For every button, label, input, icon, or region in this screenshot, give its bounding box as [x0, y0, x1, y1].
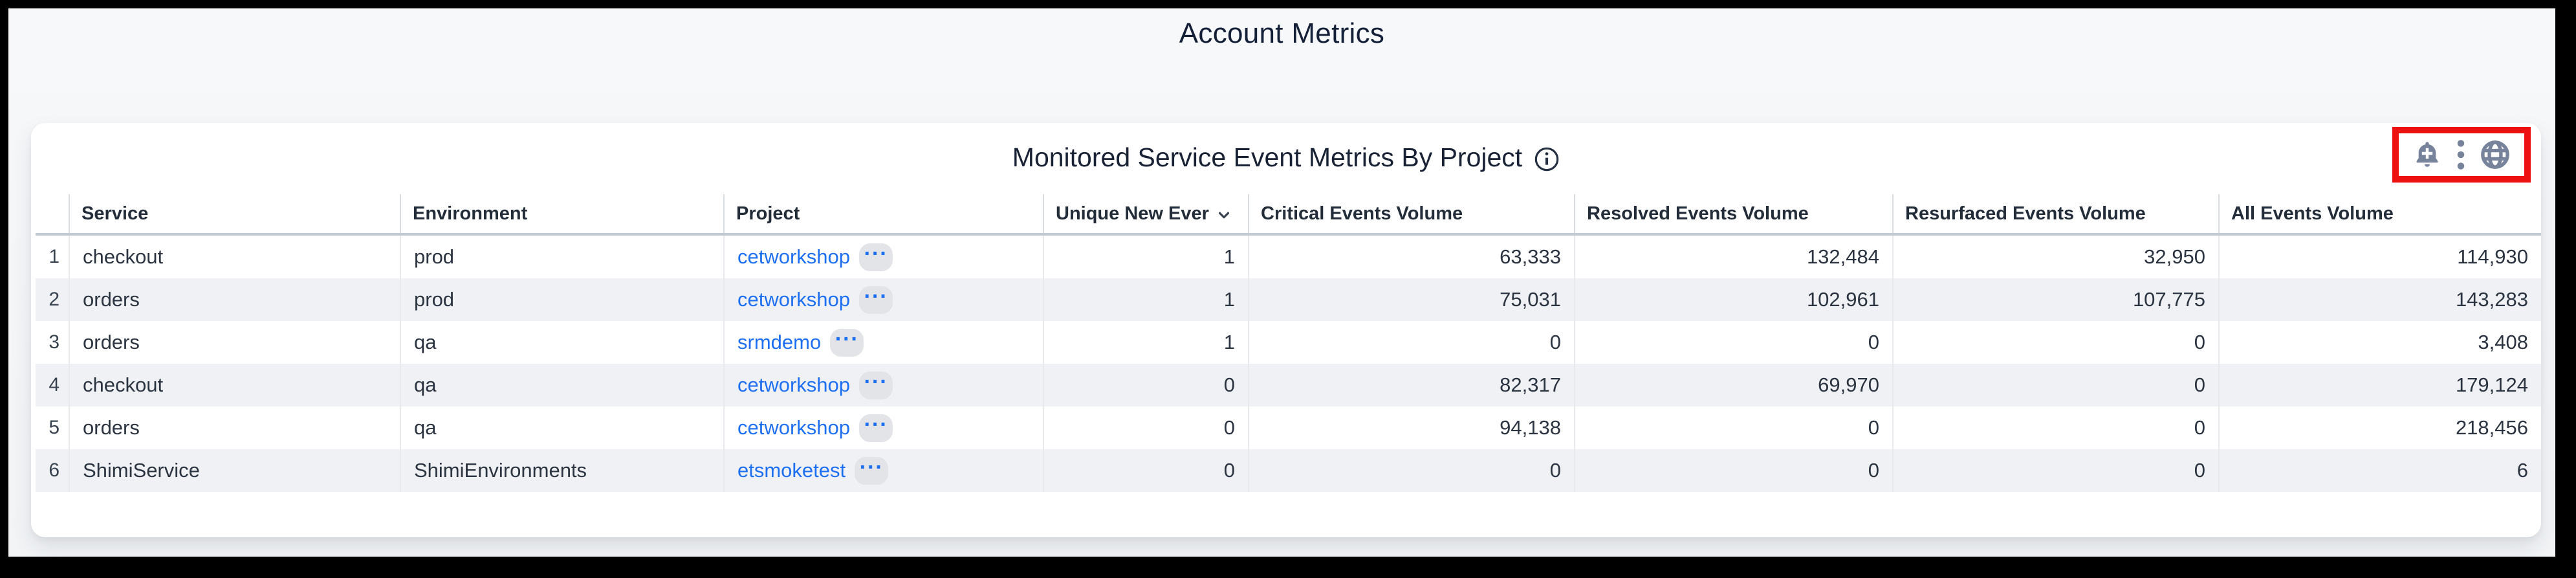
globe-icon[interactable] [2479, 139, 2511, 171]
corner-header-cell [36, 194, 69, 233]
row-number-cell: 1 [49, 246, 60, 267]
project-cell: cetworkshop ··· [723, 406, 1043, 449]
table-row: 3 orders qa srmdemo ··· 1 0 0 0 3,408 [36, 321, 2541, 364]
table-row: 5 orders qa cetworkshop ··· 0 94,138 0 0… [36, 406, 2541, 449]
project-link[interactable]: cetworkshop [737, 245, 851, 268]
row-number-cell: 6 [49, 460, 60, 481]
unique-new-events-cell: 0 [1043, 364, 1248, 406]
environment-cell: qa [400, 364, 723, 406]
critical-events-volume-cell: 63,333 [1248, 236, 1574, 278]
resurfaced-events-volume-cell: 0 [1892, 321, 2218, 364]
resurfaced-events-volume-cell: 0 [1892, 364, 2218, 406]
project-link[interactable]: srmdemo [737, 331, 822, 353]
unique-new-events-cell: 1 [1043, 278, 1248, 321]
resurfaced-events-volume-cell: 32,950 [1892, 236, 2218, 278]
table-row: 6 ShimiService ShimiEnvironments etsmoke… [36, 449, 2541, 492]
service-cell: orders [69, 321, 400, 364]
critical-events-volume-cell: 0 [1248, 449, 1574, 492]
col-header-resurfaced-events-volume[interactable]: Resurfaced Events Volume [1892, 194, 2218, 233]
project-cell: etsmoketest ··· [723, 449, 1043, 492]
row-number-cell: 4 [49, 374, 60, 395]
sort-chevron-down-icon[interactable] [1216, 206, 1232, 223]
resolved-events-volume-cell: 0 [1574, 406, 1892, 449]
resurfaced-events-volume-cell: 107,775 [1892, 278, 2218, 321]
resolved-events-volume-cell: 69,970 [1574, 364, 1892, 406]
row-number-cell: 3 [49, 331, 60, 353]
service-cell: ShimiService [69, 449, 400, 492]
project-more-pill[interactable]: ··· [830, 328, 864, 357]
project-more-pill[interactable]: ··· [859, 371, 893, 399]
col-header-all-events-volume[interactable]: All Events Volume [2218, 194, 2541, 233]
annotation-highlight-box [2392, 127, 2531, 183]
resolved-events-volume-cell: 0 [1574, 321, 1892, 364]
project-more-pill[interactable]: ··· [859, 243, 893, 271]
service-cell: orders [69, 278, 400, 321]
row-number-cell: 2 [49, 289, 60, 310]
widget-title: Monitored Service Event Metrics By Proje… [1012, 142, 1523, 172]
col-header-resolved-events-volume[interactable]: Resolved Events Volume [1574, 194, 1892, 233]
project-more-pill[interactable]: ··· [859, 414, 893, 442]
resolved-events-volume-cell: 0 [1574, 449, 1892, 492]
table-row: 4 checkout qa cetworkshop ··· 0 82,317 6… [36, 364, 2541, 406]
resolved-events-volume-cell: 132,484 [1574, 236, 1892, 278]
add-monitor-bell-icon[interactable] [2412, 139, 2443, 170]
kebab-menu-icon[interactable] [2456, 139, 2466, 171]
project-cell: cetworkshop ··· [723, 278, 1043, 321]
all-events-volume-cell: 218,456 [2218, 406, 2541, 449]
project-link[interactable]: cetworkshop [737, 416, 851, 439]
widget-card: Monitored Service Event Metrics By Proje… [31, 123, 2541, 537]
all-events-volume-cell: 3,408 [2218, 321, 2541, 364]
resurfaced-events-volume-cell: 0 [1892, 406, 2218, 449]
unique-new-events-cell: 0 [1043, 449, 1248, 492]
resolved-events-volume-cell: 102,961 [1574, 278, 1892, 321]
all-events-volume-cell: 6 [2218, 449, 2541, 492]
unique-new-events-cell: 0 [1043, 406, 1248, 449]
project-link[interactable]: cetworkshop [737, 288, 851, 311]
project-cell: cetworkshop ··· [723, 236, 1043, 278]
col-header-critical-events-volume[interactable]: Critical Events Volume [1248, 194, 1574, 233]
table-row: 2 orders prod cetworkshop ··· 1 75,031 1… [36, 278, 2541, 321]
project-cell: cetworkshop ··· [723, 364, 1043, 406]
project-link[interactable]: cetworkshop [737, 373, 851, 396]
service-cell: checkout [69, 236, 400, 278]
info-icon[interactable] [1534, 146, 1560, 172]
row-number-cell: 5 [49, 417, 60, 438]
environment-cell: prod [400, 236, 723, 278]
critical-events-volume-cell: 0 [1248, 321, 1574, 364]
project-more-pill[interactable]: ··· [859, 285, 893, 314]
col-header-environment[interactable]: Environment [400, 194, 723, 233]
table-row: 1 checkout prod cetworkshop ··· 1 63,333… [36, 236, 2541, 278]
all-events-volume-cell: 143,283 [2218, 278, 2541, 321]
all-events-volume-cell: 179,124 [2218, 364, 2541, 406]
metrics-table: Service Environment Project Unique New E… [36, 194, 2541, 492]
all-events-volume-cell: 114,930 [2218, 236, 2541, 278]
unique-new-events-cell: 1 [1043, 236, 1248, 278]
resurfaced-events-volume-cell: 0 [1892, 449, 2218, 492]
environment-cell: qa [400, 321, 723, 364]
project-cell: srmdemo ··· [723, 321, 1043, 364]
table-header-row: Service Environment Project Unique New E… [36, 194, 2541, 236]
dashboard-viewport: Account Metrics Monitored Service Event … [8, 8, 2555, 557]
critical-events-volume-cell: 82,317 [1248, 364, 1574, 406]
col-header-unique-new-events[interactable]: Unique New Ever [1043, 194, 1248, 233]
table-body: 1 checkout prod cetworkshop ··· 1 63,333… [36, 236, 2541, 492]
service-cell: orders [69, 406, 400, 449]
unique-new-events-cell: 1 [1043, 321, 1248, 364]
environment-cell: prod [400, 278, 723, 321]
critical-events-volume-cell: 94,138 [1248, 406, 1574, 449]
col-header-project[interactable]: Project [723, 194, 1043, 233]
project-more-pill[interactable]: ··· [855, 456, 889, 485]
page-title: Account Metrics [1179, 17, 1385, 49]
project-link[interactable]: etsmoketest [737, 459, 846, 482]
environment-cell: qa [400, 406, 723, 449]
col-header-service[interactable]: Service [69, 194, 400, 233]
service-cell: checkout [69, 364, 400, 406]
environment-cell: ShimiEnvironments [400, 449, 723, 492]
critical-events-volume-cell: 75,031 [1248, 278, 1574, 321]
